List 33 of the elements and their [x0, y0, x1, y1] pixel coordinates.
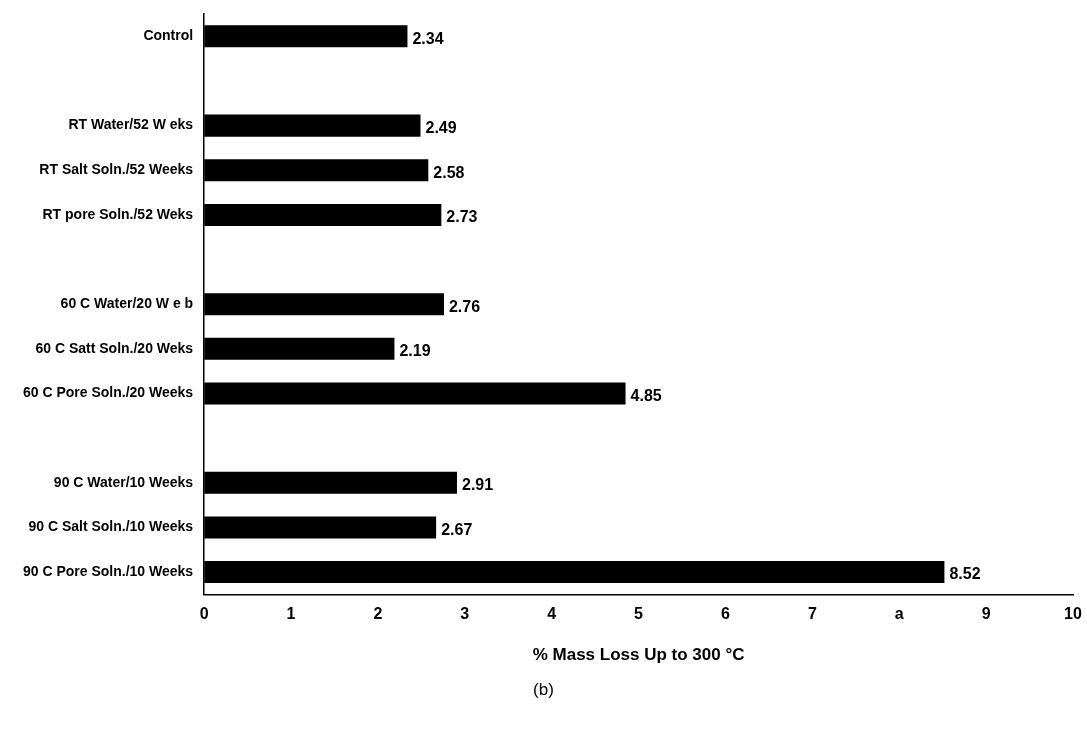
x-tick-label: 9 [981, 605, 991, 623]
y-tick-label: RT Water/52 W eks [68, 116, 194, 133]
data-label: 2.73 [446, 208, 478, 226]
y-tick-label: 90 C Water/10 Weeks [53, 473, 194, 490]
data-label: 2.49 [425, 119, 457, 137]
x-tick-label: 7 [807, 605, 817, 623]
x-tick-label: a [894, 605, 904, 623]
y-tick-label: 60 C Water/20 W e b [60, 295, 194, 312]
x-tick-label: 3 [460, 605, 470, 623]
y-tick-label: RT Salt Soln./52 Weeks [39, 161, 194, 178]
data-label: 2.58 [433, 163, 465, 181]
x-axis-title: % Mass Loss Up to 300 °C [532, 645, 745, 665]
data-label: 2.19 [399, 342, 431, 360]
x-tick-label: 2 [373, 605, 383, 623]
data-label: 2.76 [448, 297, 481, 315]
y-tick-label: 90 C Pore Soln./10 Weeks [23, 562, 194, 579]
data-label: 4.85 [630, 386, 662, 404]
x-tick-label: 10 [1064, 605, 1082, 623]
x-tick-label: 5 [634, 605, 644, 623]
y-tick-label: 60 C Pore Soln./20 Weeks [23, 384, 194, 401]
x-tick-label: 0 [199, 605, 209, 623]
data-label: 8.52 [949, 565, 981, 583]
x-tick-label: 4 [547, 605, 557, 623]
x-tick-label: 1 [286, 605, 296, 623]
x-tick-label: 6 [721, 605, 731, 623]
y-tick-label: RT pore Soln./52 Weks [42, 205, 194, 222]
y-tick-label: 90 C Salt Soln./10 Weeks [28, 518, 194, 535]
y-tick-label: Control [143, 27, 194, 44]
y-tick-label: 60 C Satt Soln./20 Weks [35, 339, 194, 356]
data-label: 2.34 [412, 29, 444, 47]
data-label: 2.91 [461, 476, 494, 494]
text: (b) [532, 680, 555, 700]
data-label: 2.67 [441, 520, 473, 538]
